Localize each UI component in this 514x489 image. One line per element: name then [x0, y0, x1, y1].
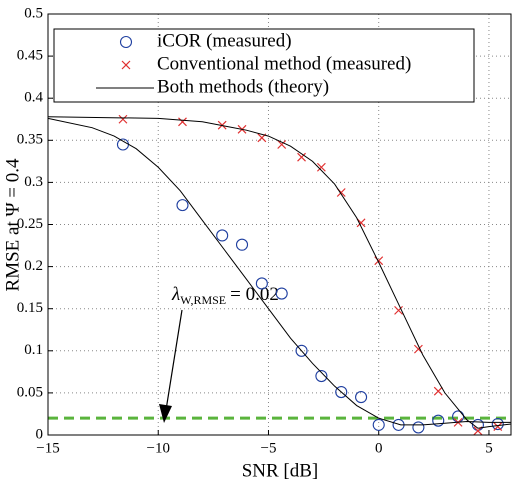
marker-x: [178, 117, 187, 127]
marker-circle: [315, 370, 328, 383]
marker-circle: [355, 391, 368, 404]
marker-x: [277, 140, 287, 149]
legend-marker: [119, 35, 133, 49]
marker-circle: [176, 199, 189, 212]
threshold-subscript: W,RMSE: [180, 293, 226, 307]
marker-circle: [412, 421, 425, 434]
threshold-label: λW,RMSE = 0.02: [171, 284, 279, 306]
plot-frame: [47, 13, 512, 436]
threshold-symbol: λ: [171, 284, 180, 305]
legend-label: Both methods (theory): [157, 76, 329, 97]
marker-circle: [275, 287, 288, 300]
x-tick-label: −5: [260, 440, 276, 456]
legend-label: Conventional method (measured): [157, 53, 411, 74]
marker-x: [297, 152, 306, 162]
marker-x: [118, 114, 128, 124]
marker-circle: [335, 386, 348, 399]
marker-x: [433, 386, 443, 396]
marker-x: [493, 422, 503, 432]
x-axis-label: SNR [dB]: [242, 460, 319, 481]
marker-x: [356, 218, 366, 228]
threshold-value-label: = 0.02: [230, 284, 279, 305]
theory-line: [47, 116, 512, 429]
y-tick-label: 0: [36, 426, 44, 442]
y-tick-label: 0.4: [24, 90, 43, 106]
marker-x: [394, 305, 403, 315]
y-tick-label: 0.15: [17, 300, 43, 316]
y-axis-label: RMSE at Ψ = 0.4: [2, 158, 23, 291]
y-tick-label: 0.5: [24, 5, 43, 21]
legend-box: [53, 28, 475, 103]
y-tick-label: 0.45: [17, 48, 43, 64]
x-tick-label: −10: [147, 440, 170, 456]
y-tick-label: 0.3: [24, 174, 43, 190]
marker-circle: [295, 344, 308, 357]
legend-label: iCOR (measured): [157, 30, 292, 51]
marker-circle: [216, 229, 229, 242]
y-tick-label: 0.1: [24, 342, 43, 358]
marker-circle: [491, 418, 504, 431]
marker-circle: [372, 418, 385, 431]
y-tick-label: 0.05: [17, 384, 43, 400]
legend-marker: [121, 60, 131, 70]
marker-circle: [255, 277, 268, 290]
y-tick-label: 0.35: [17, 132, 43, 148]
marker-x: [316, 162, 326, 172]
x-tick-label: 5: [485, 440, 493, 456]
x-tick-label: −15: [36, 440, 59, 456]
y-tick-label: 0.25: [17, 216, 43, 232]
x-tick-label: 0: [375, 440, 383, 456]
marker-circle: [235, 238, 249, 251]
annotation-arrow: [165, 309, 183, 411]
annotation-arrowhead: [159, 404, 172, 423]
marker-circle: [432, 414, 445, 427]
y-tick-label: 0.2: [24, 258, 43, 274]
